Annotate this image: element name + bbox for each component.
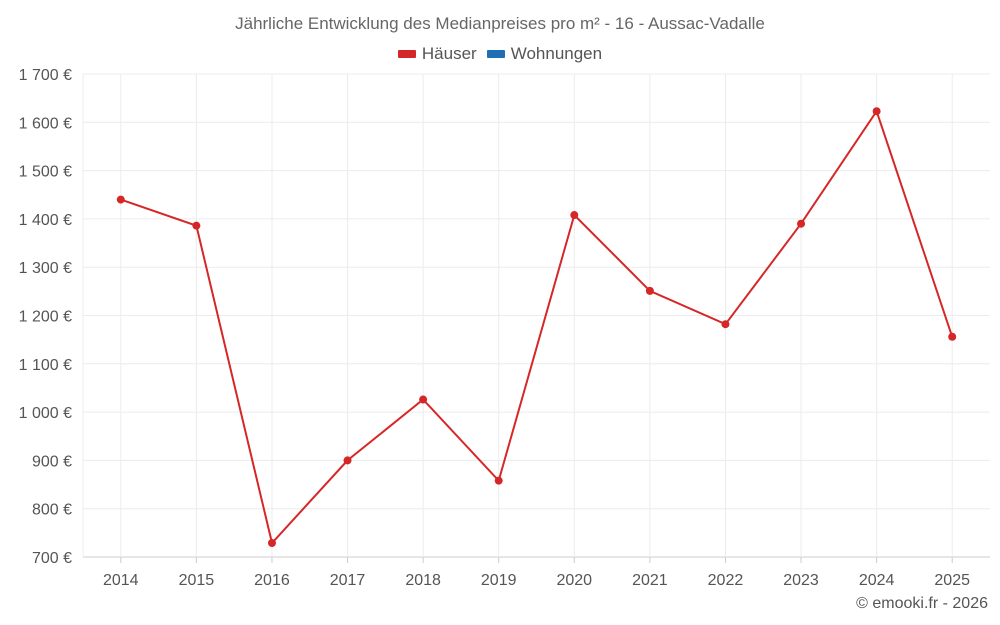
y-tick-label: 1 200 €	[19, 309, 72, 326]
data-point	[570, 211, 579, 220]
data-point	[872, 107, 881, 116]
data-point	[267, 538, 276, 547]
legend: Häuser Wohnungen	[0, 44, 1000, 64]
y-tick-label: 700 €	[32, 550, 72, 567]
x-tick-label: 2020	[556, 572, 592, 589]
y-tick-label: 1 600 €	[19, 115, 72, 132]
chart-title: Jährliche Entwicklung des Medianpreises …	[235, 14, 765, 33]
y-tick-label: 1 700 €	[19, 67, 72, 84]
credit-text: © emooki.fr - 2026	[856, 595, 988, 612]
legend-label-apartments: Wohnungen	[510, 44, 603, 63]
x-tick-label: 2016	[254, 572, 290, 589]
x-tick-label: 2021	[632, 572, 668, 589]
data-point	[494, 476, 503, 485]
x-tick-label: 2017	[330, 572, 366, 589]
x-tick-label: 2018	[405, 572, 441, 589]
series-line-0	[120, 108, 954, 546]
x-tick-label: 2015	[179, 572, 215, 589]
data-point	[192, 221, 201, 230]
y-tick-label: 800 €	[32, 502, 72, 519]
legend-item-apartments[interactable]: Wohnungen	[486, 44, 603, 64]
y-tick-label: 1 500 €	[19, 164, 72, 181]
legend-label-houses: Häuser	[421, 44, 477, 63]
y-tick-label: 900 €	[32, 453, 72, 470]
x-tick-label: 2024	[859, 572, 895, 589]
y-tick-label: 1 100 €	[19, 357, 72, 374]
x-tick-label: 2022	[708, 572, 744, 589]
y-tick-label: 1 400 €	[19, 212, 72, 229]
x-tick-label: 2014	[103, 572, 139, 589]
x-tick-label: 2023	[783, 572, 819, 589]
data-point	[645, 286, 654, 295]
data-point	[116, 195, 125, 204]
x-tick-label: 2019	[481, 572, 517, 589]
data-point	[343, 456, 352, 465]
data-point	[797, 219, 806, 228]
y-tick-label: 1 000 €	[19, 405, 72, 422]
x-tick-label: 2025	[934, 572, 970, 589]
data-point	[948, 332, 957, 341]
legend-item-houses[interactable]: Häuser	[397, 44, 477, 64]
legend-swatch-houses	[397, 50, 416, 58]
legend-swatch-apartments	[486, 50, 505, 58]
data-point	[721, 320, 730, 329]
y-tick-label: 1 300 €	[19, 260, 72, 277]
data-point	[419, 395, 428, 404]
